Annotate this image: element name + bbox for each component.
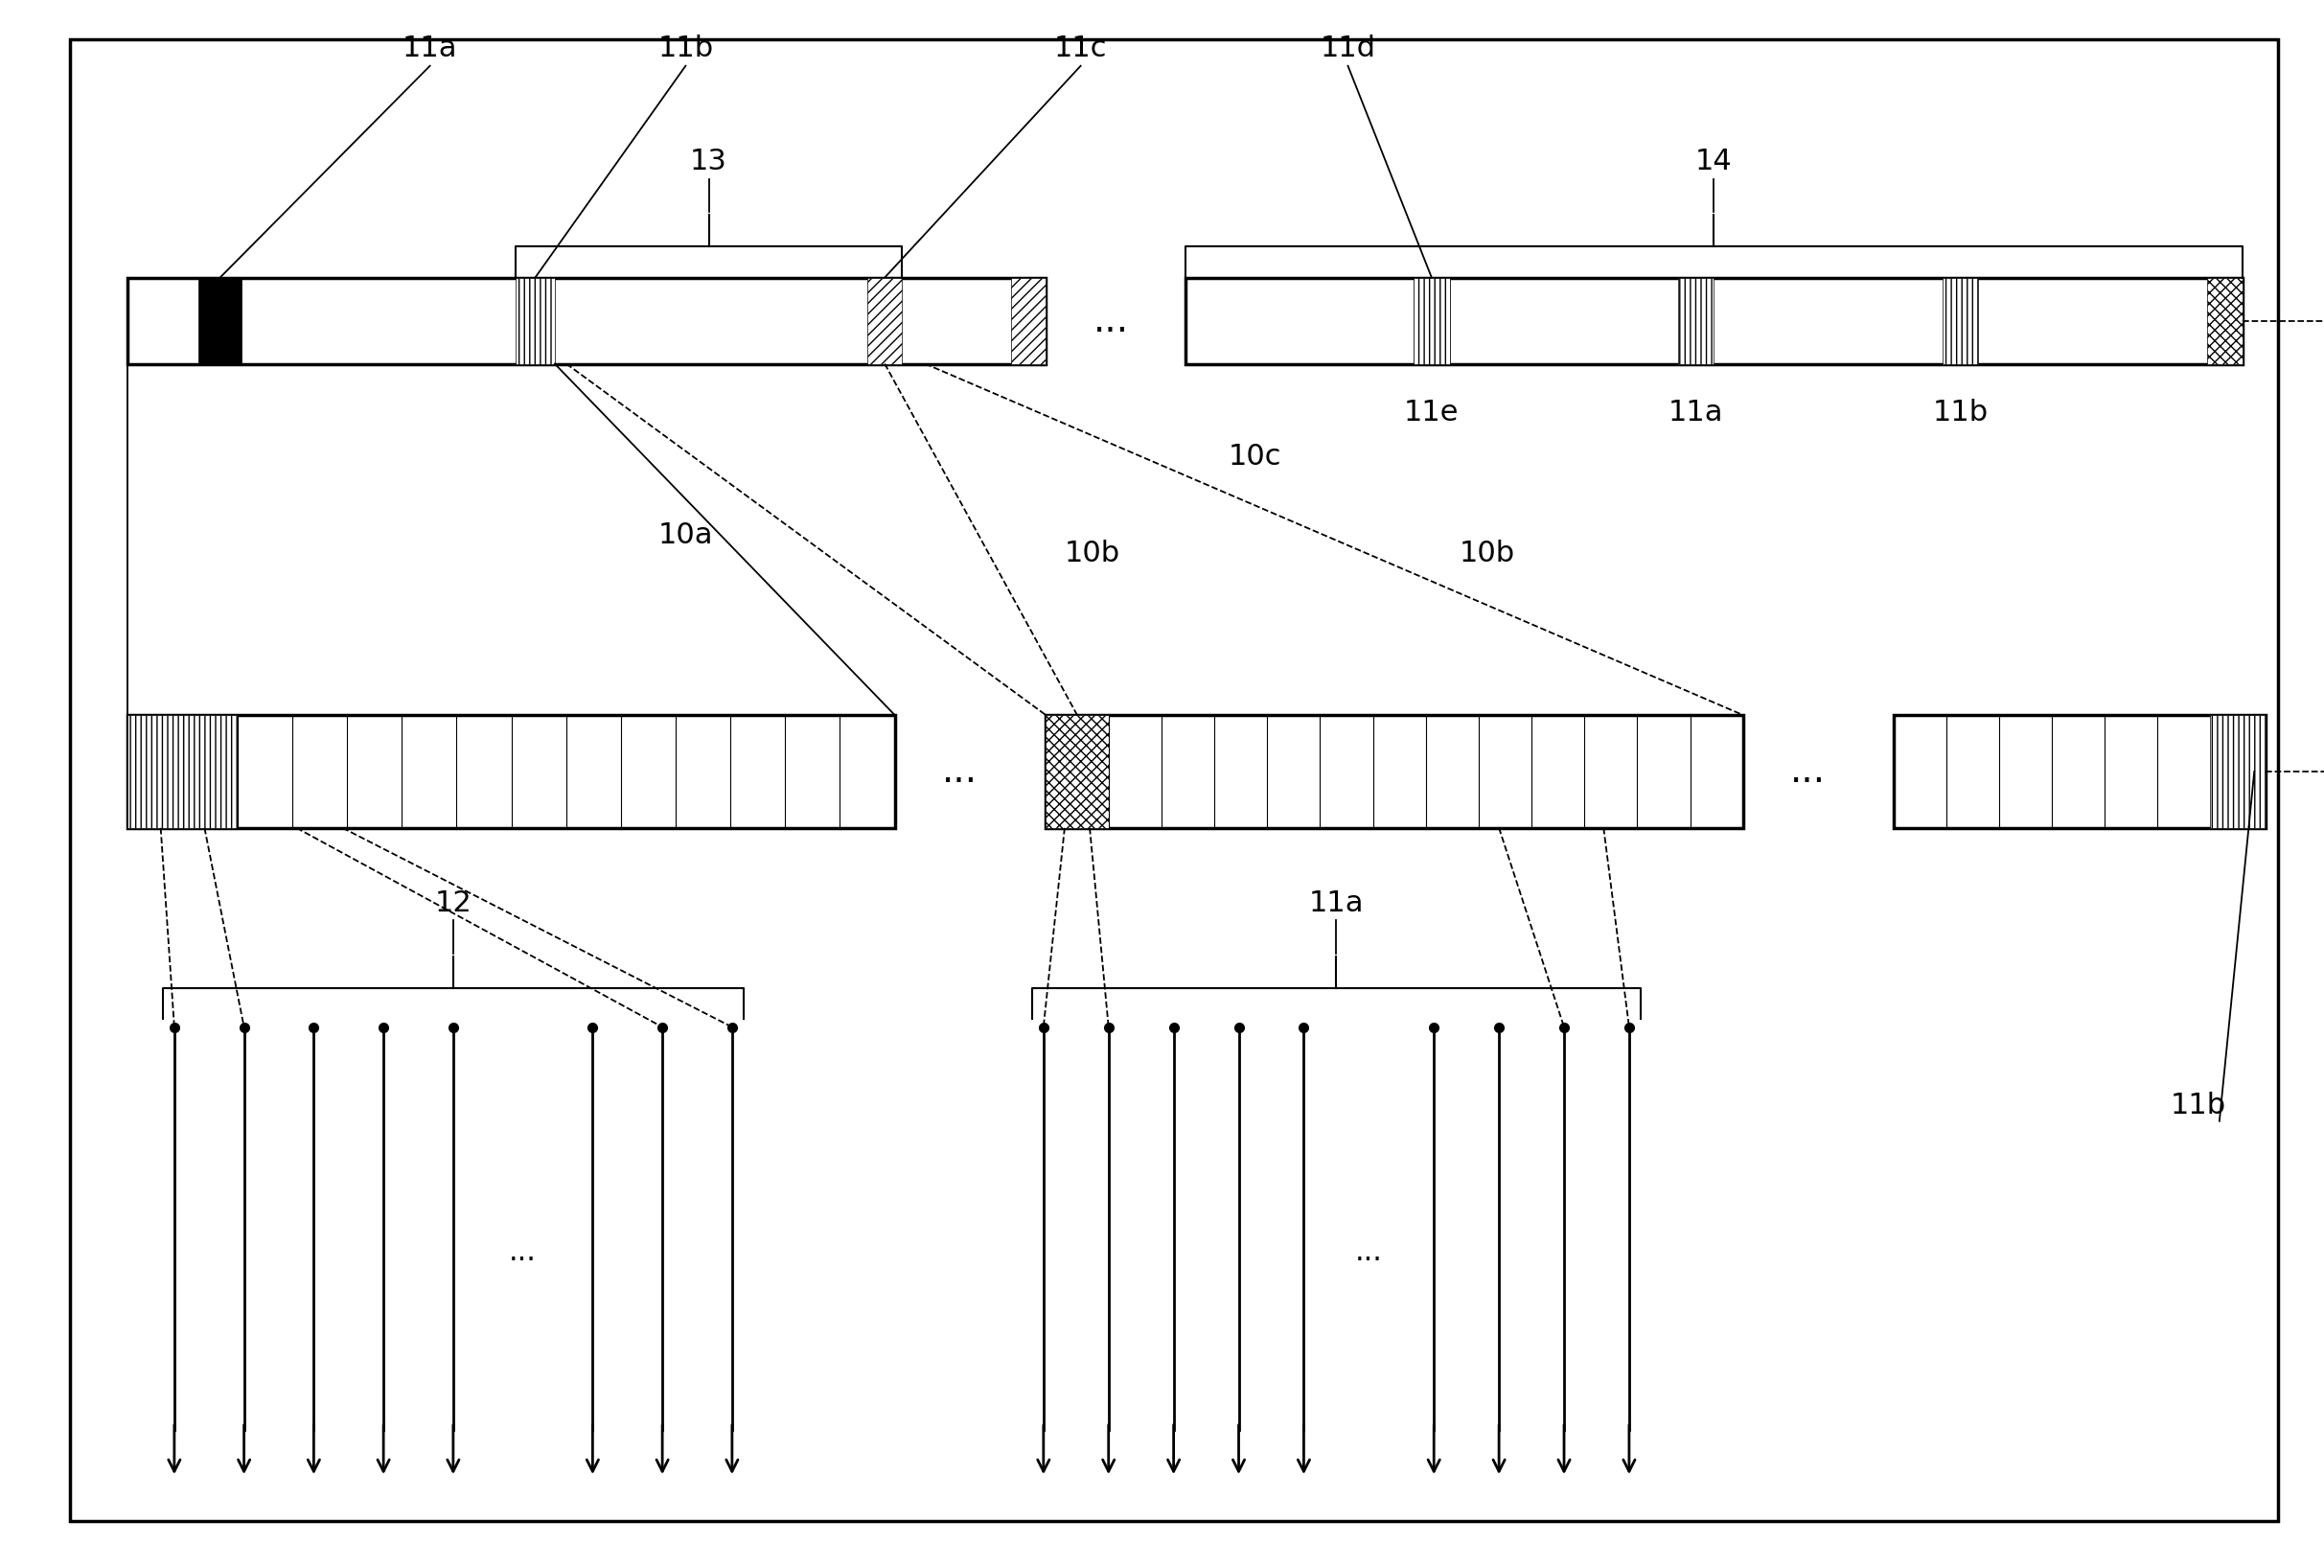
Text: 11b: 11b — [2171, 1091, 2226, 1120]
Text: 10b: 10b — [1459, 539, 1515, 568]
Text: ...: ... — [1092, 303, 1129, 339]
Bar — [198, 278, 242, 364]
Text: 11b: 11b — [658, 34, 713, 63]
Text: ...: ... — [1789, 753, 1827, 790]
Text: 11a: 11a — [402, 34, 458, 63]
Text: 10b: 10b — [1064, 539, 1120, 568]
Bar — [1046, 715, 1109, 828]
Text: 11b: 11b — [1934, 398, 1989, 426]
Bar — [1943, 278, 1978, 364]
Bar — [1894, 715, 2266, 828]
Bar — [128, 715, 895, 828]
Text: 12: 12 — [435, 889, 472, 917]
Text: 13: 13 — [690, 147, 727, 176]
Bar — [2208, 278, 2243, 364]
Bar — [2210, 715, 2266, 828]
Bar — [1011, 278, 1046, 364]
Bar — [1046, 715, 1743, 828]
Text: 14: 14 — [1697, 147, 1731, 176]
Text: ...: ... — [1355, 1239, 1383, 1265]
Bar — [1413, 278, 1450, 364]
Bar — [1678, 278, 1715, 364]
Text: 11a: 11a — [1669, 398, 1724, 426]
Bar — [1185, 278, 2243, 364]
Text: 11c: 11c — [1055, 34, 1106, 63]
Text: 11a: 11a — [1308, 889, 1364, 917]
Text: ...: ... — [509, 1239, 537, 1265]
Text: 11e: 11e — [1404, 398, 1459, 426]
Text: ...: ... — [941, 753, 978, 790]
Text: 10c: 10c — [1229, 442, 1281, 470]
Bar — [128, 715, 237, 828]
Text: 10a: 10a — [658, 521, 713, 549]
Bar — [516, 278, 555, 364]
Bar — [128, 278, 1046, 364]
Bar — [867, 278, 902, 364]
Text: 11d: 11d — [1320, 34, 1376, 63]
